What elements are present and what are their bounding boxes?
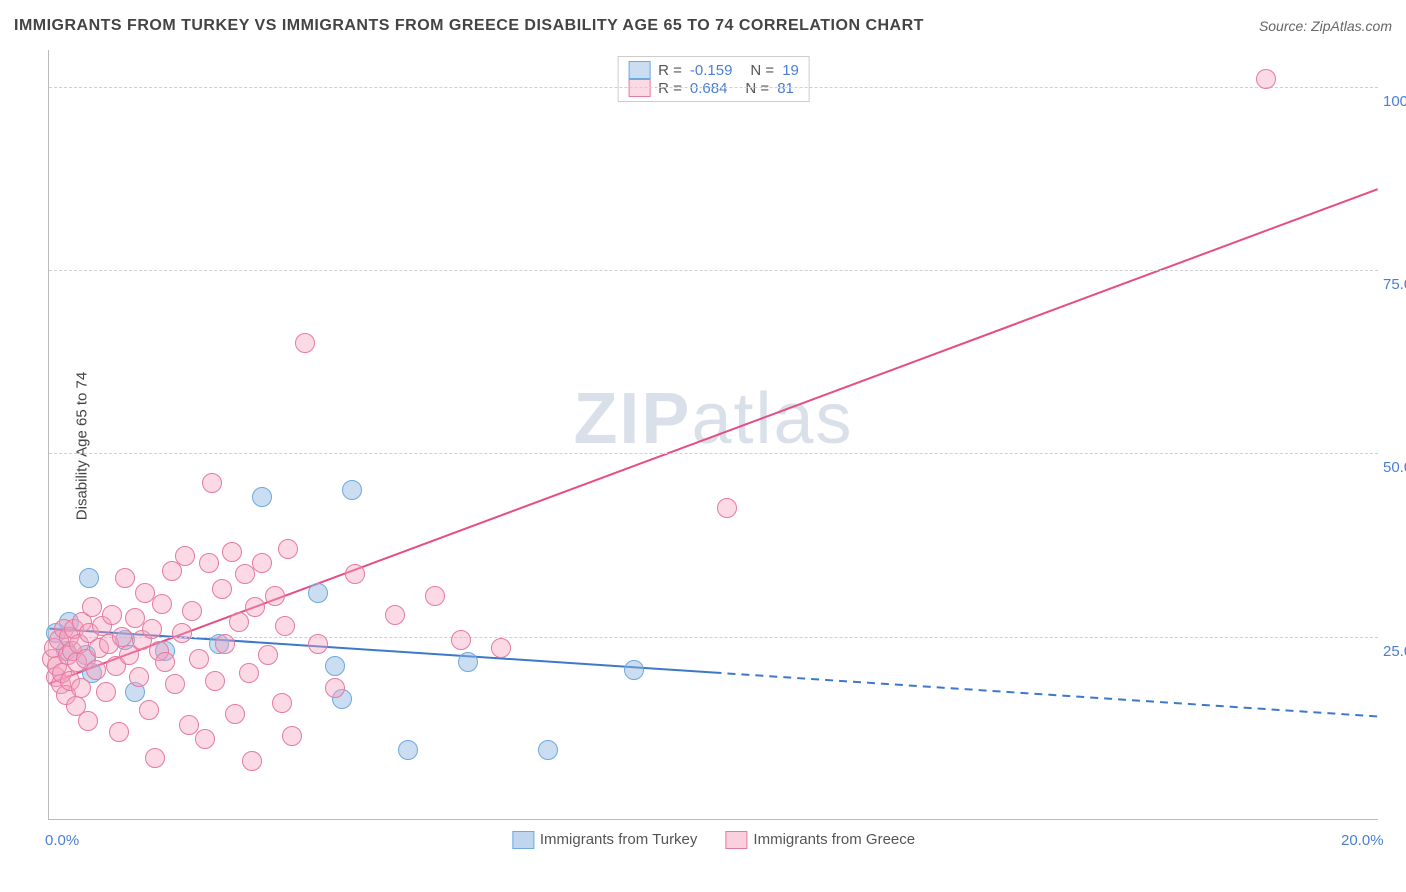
data-point-greece bbox=[491, 638, 511, 658]
data-point-greece bbox=[71, 678, 91, 698]
n-value: 81 bbox=[777, 80, 794, 97]
data-point-greece bbox=[202, 473, 222, 493]
r-value: 0.684 bbox=[690, 80, 728, 97]
legend-stat-row-turkey: R = -0.159 N = 19 bbox=[628, 61, 799, 79]
legend-stat-row-greece: R = 0.684 N = 81 bbox=[628, 79, 799, 97]
gridline bbox=[49, 270, 1378, 271]
x-tick-label: 0.0% bbox=[45, 832, 79, 849]
data-point-greece bbox=[265, 586, 285, 606]
trendlines-layer bbox=[49, 50, 1378, 819]
data-point-greece bbox=[78, 711, 98, 731]
legend-swatch bbox=[628, 79, 650, 97]
data-point-greece bbox=[212, 579, 232, 599]
data-point-greece bbox=[345, 564, 365, 584]
data-point-greece bbox=[189, 649, 209, 669]
trendline bbox=[714, 673, 1378, 717]
data-point-greece bbox=[139, 700, 159, 720]
legend-label: Immigrants from Greece bbox=[753, 831, 915, 848]
data-point-greece bbox=[717, 498, 737, 518]
legend-swatch bbox=[725, 831, 747, 849]
legend-swatch bbox=[512, 831, 534, 849]
x-tick-label: 20.0% bbox=[1341, 832, 1384, 849]
data-point-greece bbox=[112, 627, 132, 647]
data-point-turkey bbox=[398, 740, 418, 760]
gridline bbox=[49, 453, 1378, 454]
data-point-greece bbox=[175, 546, 195, 566]
chart-source: Source: ZipAtlas.com bbox=[1259, 18, 1392, 34]
series-legend: Immigrants from Turkey Immigrants from Gr… bbox=[512, 831, 915, 849]
data-point-turkey bbox=[342, 480, 362, 500]
n-label: N = bbox=[750, 62, 774, 79]
gridline bbox=[49, 637, 1378, 638]
data-point-greece bbox=[325, 678, 345, 698]
data-point-turkey bbox=[624, 660, 644, 680]
data-point-greece bbox=[239, 663, 259, 683]
data-point-turkey bbox=[458, 652, 478, 672]
data-point-greece bbox=[199, 553, 219, 573]
data-point-turkey bbox=[538, 740, 558, 760]
data-point-greece bbox=[109, 722, 129, 742]
y-tick-label: 75.0% bbox=[1383, 276, 1406, 293]
data-point-greece bbox=[275, 616, 295, 636]
data-point-greece bbox=[425, 586, 445, 606]
legend-item: Immigrants from Greece bbox=[725, 831, 915, 849]
data-point-turkey bbox=[79, 568, 99, 588]
data-point-greece bbox=[145, 748, 165, 768]
data-point-greece bbox=[272, 693, 292, 713]
r-label: R = bbox=[658, 62, 682, 79]
data-point-greece bbox=[165, 674, 185, 694]
data-point-turkey bbox=[308, 583, 328, 603]
data-point-greece bbox=[102, 605, 122, 625]
gridline bbox=[49, 87, 1378, 88]
data-point-greece bbox=[278, 539, 298, 559]
legend-label: Immigrants from Turkey bbox=[540, 831, 698, 848]
y-tick-label: 50.0% bbox=[1383, 459, 1406, 476]
data-point-greece bbox=[182, 601, 202, 621]
data-point-greece bbox=[245, 597, 265, 617]
data-point-greece bbox=[242, 751, 262, 771]
data-point-greece bbox=[155, 652, 175, 672]
data-point-greece bbox=[252, 553, 272, 573]
data-point-greece bbox=[172, 623, 192, 643]
data-point-greece bbox=[1256, 69, 1276, 89]
data-point-greece bbox=[215, 634, 235, 654]
r-value: -0.159 bbox=[690, 62, 733, 79]
n-value: 19 bbox=[782, 62, 799, 79]
y-tick-label: 25.0% bbox=[1383, 643, 1406, 660]
data-point-greece bbox=[308, 634, 328, 654]
data-point-greece bbox=[152, 594, 172, 614]
data-point-greece bbox=[86, 660, 106, 680]
data-point-greece bbox=[195, 729, 215, 749]
legend-item: Immigrants from Turkey bbox=[512, 831, 698, 849]
correlation-legend: R =-0.159N =19R =0.684N =81 bbox=[617, 56, 810, 102]
data-point-greece bbox=[205, 671, 225, 691]
data-point-greece bbox=[179, 715, 199, 735]
data-point-greece bbox=[222, 542, 242, 562]
y-tick-label: 100.0% bbox=[1383, 93, 1406, 110]
data-point-turkey bbox=[325, 656, 345, 676]
data-point-turkey bbox=[252, 487, 272, 507]
plot-area: ZIPatlas R =-0.159N =19R =0.684N =81 Imm… bbox=[48, 50, 1378, 820]
data-point-greece bbox=[142, 619, 162, 639]
data-point-greece bbox=[82, 597, 102, 617]
chart-title: IMMIGRANTS FROM TURKEY VS IMMIGRANTS FRO… bbox=[14, 17, 924, 35]
data-point-greece bbox=[229, 612, 249, 632]
data-point-greece bbox=[451, 630, 471, 650]
data-point-greece bbox=[258, 645, 278, 665]
data-point-greece bbox=[115, 568, 135, 588]
data-point-greece bbox=[295, 333, 315, 353]
title-bar: IMMIGRANTS FROM TURKEY VS IMMIGRANTS FRO… bbox=[14, 12, 1392, 40]
data-point-greece bbox=[385, 605, 405, 625]
legend-swatch bbox=[628, 61, 650, 79]
n-label: N = bbox=[745, 80, 769, 97]
data-point-greece bbox=[225, 704, 245, 724]
data-point-greece bbox=[282, 726, 302, 746]
data-point-greece bbox=[96, 682, 116, 702]
r-label: R = bbox=[658, 80, 682, 97]
data-point-greece bbox=[129, 667, 149, 687]
correlation-chart: IMMIGRANTS FROM TURKEY VS IMMIGRANTS FRO… bbox=[0, 0, 1406, 892]
